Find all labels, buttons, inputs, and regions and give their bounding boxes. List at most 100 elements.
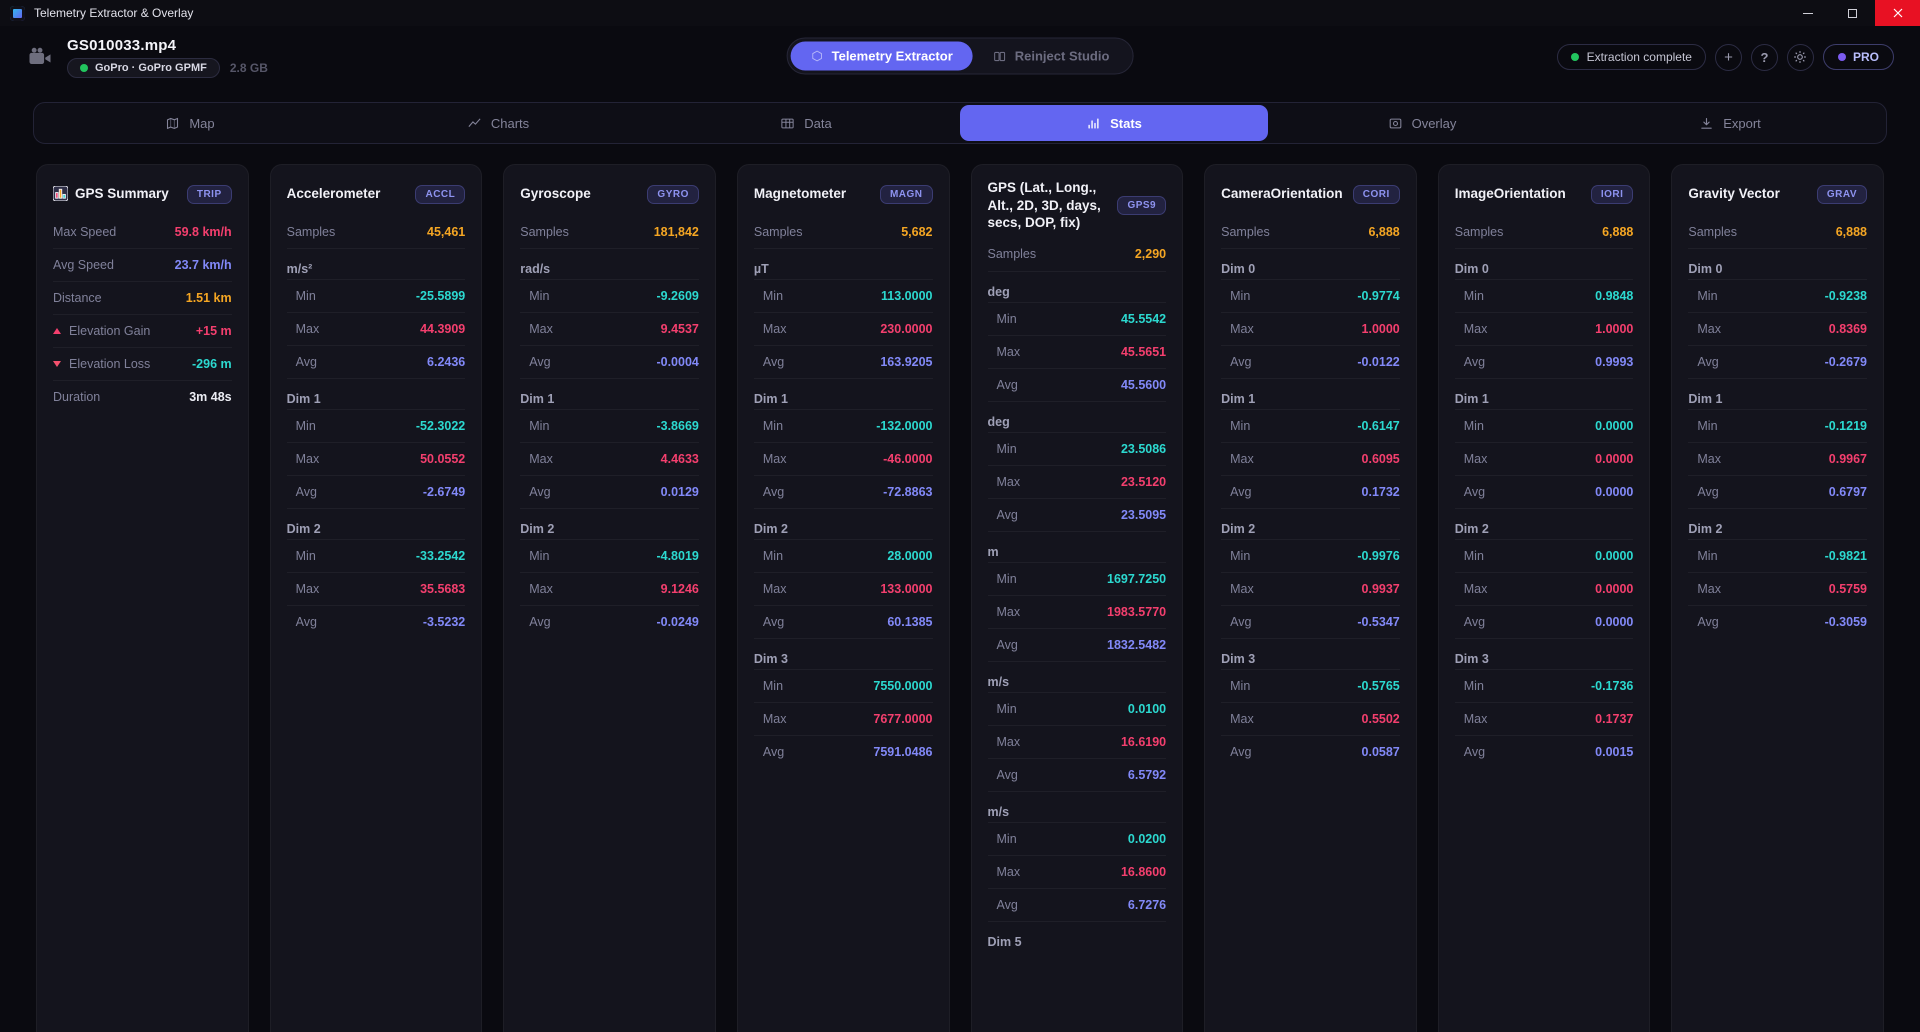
stat-value: 181,842 xyxy=(653,224,699,239)
stat-value: 1983.5770 xyxy=(1107,604,1167,619)
maximize-button[interactable] xyxy=(1830,0,1875,26)
unit-section-label: rad/s xyxy=(520,248,699,279)
stat-row: Samples 5,682 xyxy=(754,215,933,248)
stat-row: Max 0.6095 xyxy=(1221,442,1400,475)
stat-label: Max xyxy=(762,322,787,336)
stat-label: Max xyxy=(295,582,320,596)
stat-row: Min 0.9848 xyxy=(1454,279,1634,312)
tab-map[interactable]: Map xyxy=(36,105,344,141)
stat-value: 0.0000 xyxy=(1595,485,1634,499)
app-logo-icon xyxy=(10,5,25,21)
stat-label: Min xyxy=(1697,289,1718,303)
stat-card-gravity-vector: Gravity Vector GRAV Samples 6,888 Dim 0 Min -0… xyxy=(1671,164,1884,1032)
stat-row: Max 230.0000 xyxy=(753,312,933,345)
stat-row: Min 0.0200 xyxy=(987,821,1167,855)
film-icon xyxy=(994,51,1006,61)
stat-value: 7677.0000 xyxy=(873,712,933,726)
stat-label: Max xyxy=(996,344,1021,359)
stat-row: Samples 6,888 xyxy=(1688,215,1867,248)
tab-data[interactable]: Data xyxy=(652,105,960,141)
minimize-button[interactable] xyxy=(1785,0,1830,26)
card-title-text: Gravity Vector xyxy=(1688,186,1780,202)
stat-value: -0.9821 xyxy=(1824,549,1867,563)
stat-label: Max xyxy=(1230,452,1254,466)
stat-label: Max xyxy=(996,604,1021,619)
card-header: ImageOrientation IORI xyxy=(1455,179,1634,209)
unit-section-label: Dim 1 xyxy=(1221,378,1400,409)
tab-overlay[interactable]: Overlay xyxy=(1268,105,1576,141)
stat-row: Avg 0.0587 xyxy=(1221,735,1400,768)
unit-section-label: m/s xyxy=(987,660,1167,692)
stat-row: Max 0.5759 xyxy=(1688,572,1867,605)
stat-label: Samples xyxy=(520,224,569,239)
elevation-loss-down-icon xyxy=(53,361,61,367)
stat-label: Avg xyxy=(762,485,785,499)
stat-label: Max xyxy=(295,452,320,466)
stat-value: 0.9937 xyxy=(1361,582,1400,596)
close-button[interactable] xyxy=(1875,0,1920,26)
titlebar: Telemetry Extractor & Overlay xyxy=(0,0,1920,26)
stat-row: Min 1697.7250 xyxy=(987,561,1167,595)
stat-value: 133.0000 xyxy=(880,582,933,596)
card-header: Magnetometer MAGN xyxy=(754,179,933,209)
stat-value: 28.0000 xyxy=(887,549,933,563)
stat-label: Min xyxy=(996,701,1017,716)
stat-value: -72.8863 xyxy=(883,485,933,499)
stat-row: Max 0.5502 xyxy=(1221,702,1400,735)
stat-value: 0.0129 xyxy=(660,485,699,499)
stat-value: 9.4537 xyxy=(660,322,699,336)
stat-value: 113.0000 xyxy=(881,289,933,303)
stat-row: Elevation Loss -296 m xyxy=(53,347,232,380)
card-title: CameraOrientation xyxy=(1221,185,1343,203)
card-title: GPS (Lat., Long., Alt., 2D, 3D, days, se… xyxy=(988,179,1110,232)
card-header: GPS Summary TRIP xyxy=(53,179,232,209)
card-header: Gravity Vector GRAV xyxy=(1688,179,1867,209)
export-icon xyxy=(1699,116,1714,131)
stat-row: Max 9.1246 xyxy=(520,572,699,605)
stat-label: Avg xyxy=(996,507,1018,522)
status-dot-icon xyxy=(1570,53,1579,61)
stat-label: Avg xyxy=(1697,615,1719,629)
stat-rows: Samples 6,888 Dim 0 Min 0.9848 Max 1.0000 Avg 0.… xyxy=(1454,215,1634,768)
tab-stats[interactable]: Stats xyxy=(960,105,1268,141)
stat-value: 6.5792 xyxy=(1127,767,1167,782)
stat-label: Max xyxy=(529,322,553,336)
stat-label: Max xyxy=(1230,712,1254,726)
stat-value: -0.3059 xyxy=(1824,615,1867,629)
stat-label: Avg xyxy=(295,485,317,499)
stat-value: 6.2436 xyxy=(427,355,466,369)
add-button[interactable]: + xyxy=(1714,43,1742,71)
stat-label: Min xyxy=(295,289,316,303)
stat-row: Min 0.0000 xyxy=(1454,539,1634,572)
stat-value: 0.9848 xyxy=(1595,289,1634,303)
stat-label: Samples xyxy=(286,224,336,239)
card-header: GPS (Lat., Long., Alt., 2D, 3D, days, se… xyxy=(988,179,1167,232)
stat-value: 9.1246 xyxy=(660,582,699,596)
stat-value: 163.9205 xyxy=(880,355,933,369)
stat-row: Max 1.0000 xyxy=(1454,312,1634,345)
help-button[interactable]: ? xyxy=(1750,43,1778,71)
stat-label: Samples xyxy=(1454,224,1504,239)
stat-label: Avg xyxy=(529,355,551,369)
stat-row: Min -0.1219 xyxy=(1688,409,1867,442)
stat-row: Min -0.5765 xyxy=(1221,669,1400,702)
stat-row: Avg 0.0015 xyxy=(1454,735,1634,768)
unit-section-label: Dim 2 xyxy=(1688,508,1867,539)
pro-badge[interactable]: PRO xyxy=(1822,44,1894,70)
stat-label: Max xyxy=(1230,582,1254,596)
stat-label: Avg Speed xyxy=(53,258,114,272)
stat-value: -0.6147 xyxy=(1357,419,1400,433)
stat-row: Max 9.4537 xyxy=(520,312,699,345)
tab-charts[interactable]: Charts xyxy=(344,105,652,141)
stat-row: Avg -0.2679 xyxy=(1688,345,1867,378)
stat-value: 0.0100 xyxy=(1127,701,1167,716)
stat-value: -3.8669 xyxy=(656,419,699,433)
stat-label: Min xyxy=(1463,549,1484,563)
mode-reinject-studio[interactable]: Reinject Studio xyxy=(973,42,1130,71)
stat-rows: Samples 45,461 m/s² Min -25.5899 Max 44.3909 Av… xyxy=(286,215,466,638)
stat-rows: Samples 5,682 µT Min 113.0000 Max 230.0000 Avg 1… xyxy=(753,215,933,768)
settings-button[interactable] xyxy=(1786,43,1814,71)
stat-value: 45.5600 xyxy=(1120,377,1167,392)
mode-telemetry-extractor[interactable]: Telemetry Extractor xyxy=(790,41,973,71)
tab-export[interactable]: Export xyxy=(1576,105,1884,141)
